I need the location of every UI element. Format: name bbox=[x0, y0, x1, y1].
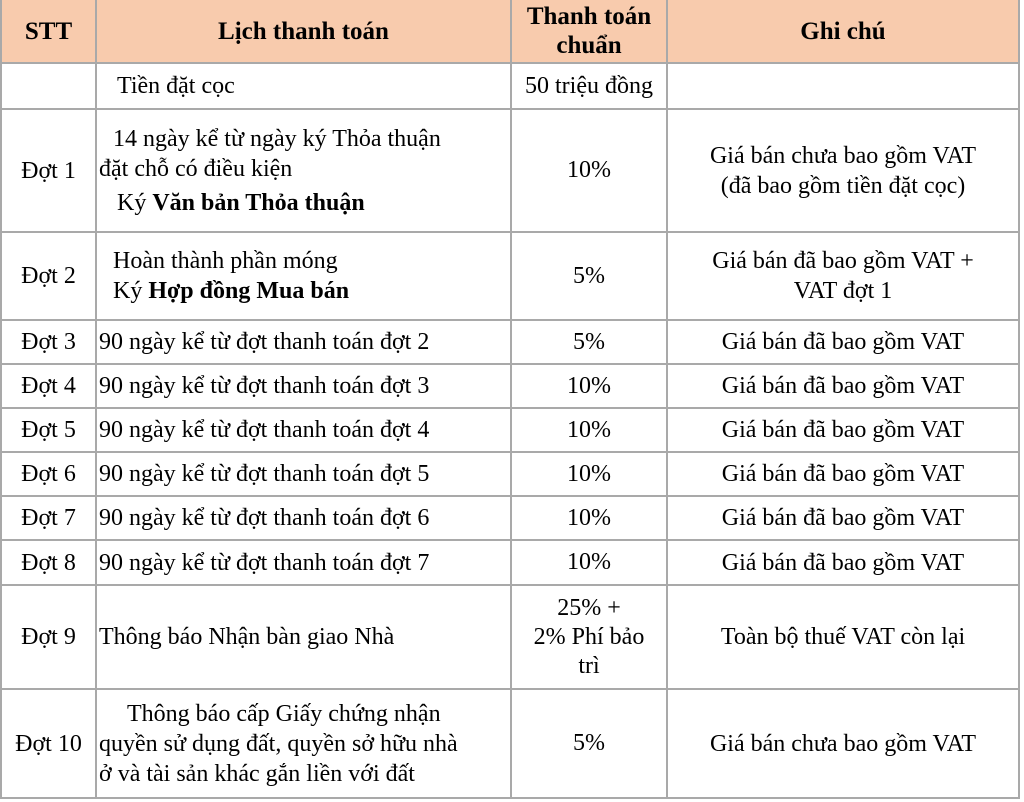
payment-cell: 5% bbox=[510, 231, 668, 321]
payment-cell: 10% bbox=[510, 108, 668, 233]
table-row-dot-7: Đợt 7 90 ngày kể từ đợt thanh toán đợt 6… bbox=[0, 495, 1020, 541]
note-cell bbox=[666, 62, 1020, 110]
stt-cell bbox=[0, 62, 97, 110]
header-cell-note: Ghi chú bbox=[666, 0, 1020, 64]
schedule-cell: Thông báo cấp Giấy chứng nhận quyền sử d… bbox=[95, 688, 512, 799]
schedule-cell: 90 ngày kể từ đợt thanh toán đợt 6 bbox=[95, 495, 512, 541]
payment-line: trì bbox=[578, 652, 600, 679]
stt-cell: Đợt 2 bbox=[0, 231, 97, 321]
note-cell: Giá bán chưa bao gồm VAT (đã bao gồm tiề… bbox=[666, 108, 1020, 233]
schedule-cell: 90 ngày kể từ đợt thanh toán đợt 3 bbox=[95, 363, 512, 409]
sign-prefix: Ký bbox=[117, 189, 153, 216]
schedule-sign-line: Ký Văn bản Thỏa thuận bbox=[99, 188, 508, 218]
stt-cell: Đợt 6 bbox=[0, 451, 97, 497]
note-line: Giá bán chưa bao gồm VAT bbox=[709, 142, 977, 169]
sign-bold-text: Hợp đồng Mua bán bbox=[148, 278, 350, 304]
schedule-cell: Hoàn thành phần móng Ký Hợp đồng Mua bán bbox=[95, 231, 512, 321]
schedule-line: Thông báo cấp Giấy chứng nhận bbox=[127, 700, 441, 727]
table-row-deposit: Tiền đặt cọc 50 triệu đồng bbox=[0, 62, 1020, 110]
table-row-dot-5: Đợt 5 90 ngày kể từ đợt thanh toán đợt 4… bbox=[0, 407, 1020, 453]
payment-line: 25% + bbox=[557, 594, 621, 621]
schedule-cell: 90 ngày kể từ đợt thanh toán đợt 7 bbox=[95, 539, 512, 586]
payment-cell: 10% bbox=[510, 539, 668, 586]
note-cell: Giá bán đã bao gồm VAT bbox=[666, 495, 1020, 541]
schedule-line: quyền sử dụng đất, quyền sở hữu nhà bbox=[99, 730, 458, 757]
payment-cell: 10% bbox=[510, 451, 668, 497]
stt-cell: Đợt 8 bbox=[0, 539, 97, 586]
note-cell: Giá bán đã bao gồm VAT + VAT đợt 1 bbox=[666, 231, 1020, 321]
payment-cell: 10% bbox=[510, 363, 668, 409]
schedule-cell: 90 ngày kể từ đợt thanh toán đợt 2 bbox=[95, 319, 512, 365]
note-cell: Giá bán đã bao gồm VAT bbox=[666, 451, 1020, 497]
stt-cell: Đợt 4 bbox=[0, 363, 97, 409]
header-cell-payment: Thanh toán chuẩn bbox=[510, 0, 668, 64]
sign-bold-text: Văn bản Thỏa thuận bbox=[152, 189, 365, 216]
table-row-dot-4: Đợt 4 90 ngày kể từ đợt thanh toán đợt 3… bbox=[0, 363, 1020, 409]
schedule-cell: 14 ngày kể từ ngày ký Thỏa thuận đặt chỗ… bbox=[95, 108, 512, 233]
table-row-dot-2: Đợt 2 Hoàn thành phần móng Ký Hợp đồng M… bbox=[0, 231, 1020, 321]
stt-cell: Đợt 3 bbox=[0, 319, 97, 365]
note-cell: Giá bán đã bao gồm VAT bbox=[666, 539, 1020, 586]
table-row-dot-9: Đợt 9 Thông báo Nhận bàn giao Nhà 25% + … bbox=[0, 584, 1020, 690]
payment-cell: 10% bbox=[510, 407, 668, 453]
payment-cell: 5% bbox=[510, 319, 668, 365]
schedule-cell: 90 ngày kể từ đợt thanh toán đợt 4 bbox=[95, 407, 512, 453]
note-cell: Giá bán chưa bao gồm VAT bbox=[666, 688, 1020, 799]
note-line: (đã bao gồm tiền đặt cọc) bbox=[720, 172, 966, 199]
header-row: STT Lịch thanh toán Thanh toán chuẩn Ghi… bbox=[0, 0, 1020, 64]
note-line: VAT đợt 1 bbox=[793, 278, 893, 304]
schedule-sign-line: Ký Hợp đồng Mua bán bbox=[99, 276, 508, 306]
schedule-cell: Thông báo Nhận bàn giao Nhà bbox=[95, 584, 512, 690]
table-row-dot-8: Đợt 8 90 ngày kể từ đợt thanh toán đợt 7… bbox=[0, 539, 1020, 586]
header-cell-stt: STT bbox=[0, 0, 97, 64]
stt-cell: Đợt 7 bbox=[0, 495, 97, 541]
schedule-cell: 90 ngày kể từ đợt thanh toán đợt 5 bbox=[95, 451, 512, 497]
stt-cell: Đợt 5 bbox=[0, 407, 97, 453]
stt-cell: Đợt 9 bbox=[0, 584, 97, 690]
schedule-line: 14 ngày kể từ ngày ký Thỏa thuận bbox=[113, 125, 441, 152]
header-cell-schedule: Lịch thanh toán bbox=[95, 0, 512, 64]
note-cell: Giá bán đã bao gồm VAT bbox=[666, 407, 1020, 453]
stt-cell: Đợt 10 bbox=[0, 688, 97, 799]
stt-cell: Đợt 1 bbox=[0, 108, 97, 233]
payment-cell: 50 triệu đồng bbox=[510, 62, 668, 110]
table-row-dot-10: Đợt 10 Thông báo cấp Giấy chứng nhận quy… bbox=[0, 688, 1020, 799]
payment-line: 2% Phí bảo bbox=[533, 623, 645, 650]
schedule-line: đặt chỗ có điều kiện bbox=[99, 155, 293, 182]
sign-prefix: Ký bbox=[113, 278, 149, 304]
payment-cell: 10% bbox=[510, 495, 668, 541]
payment-cell: 5% bbox=[510, 688, 668, 799]
table-row-dot-3: Đợt 3 90 ngày kể từ đợt thanh toán đợt 2… bbox=[0, 319, 1020, 365]
note-cell: Toàn bộ thuế VAT còn lại bbox=[666, 584, 1020, 690]
table-row-dot-1: Đợt 1 14 ngày kể từ ngày ký Thỏa thuận đ… bbox=[0, 108, 1020, 233]
schedule-line: Hoàn thành phần móng bbox=[113, 248, 338, 274]
schedule-line: Tiền đặt cọc bbox=[117, 73, 235, 99]
note-cell: Giá bán đã bao gồm VAT bbox=[666, 319, 1020, 365]
schedule-line: ở và tài sản khác gắn liền với đất bbox=[99, 760, 415, 787]
note-line: Giá bán đã bao gồm VAT + bbox=[712, 248, 974, 274]
note-cell: Giá bán đã bao gồm VAT bbox=[666, 363, 1020, 409]
payment-cell: 25% + 2% Phí bảo trì bbox=[510, 584, 668, 690]
table-row-dot-6: Đợt 6 90 ngày kể từ đợt thanh toán đợt 5… bbox=[0, 451, 1020, 497]
